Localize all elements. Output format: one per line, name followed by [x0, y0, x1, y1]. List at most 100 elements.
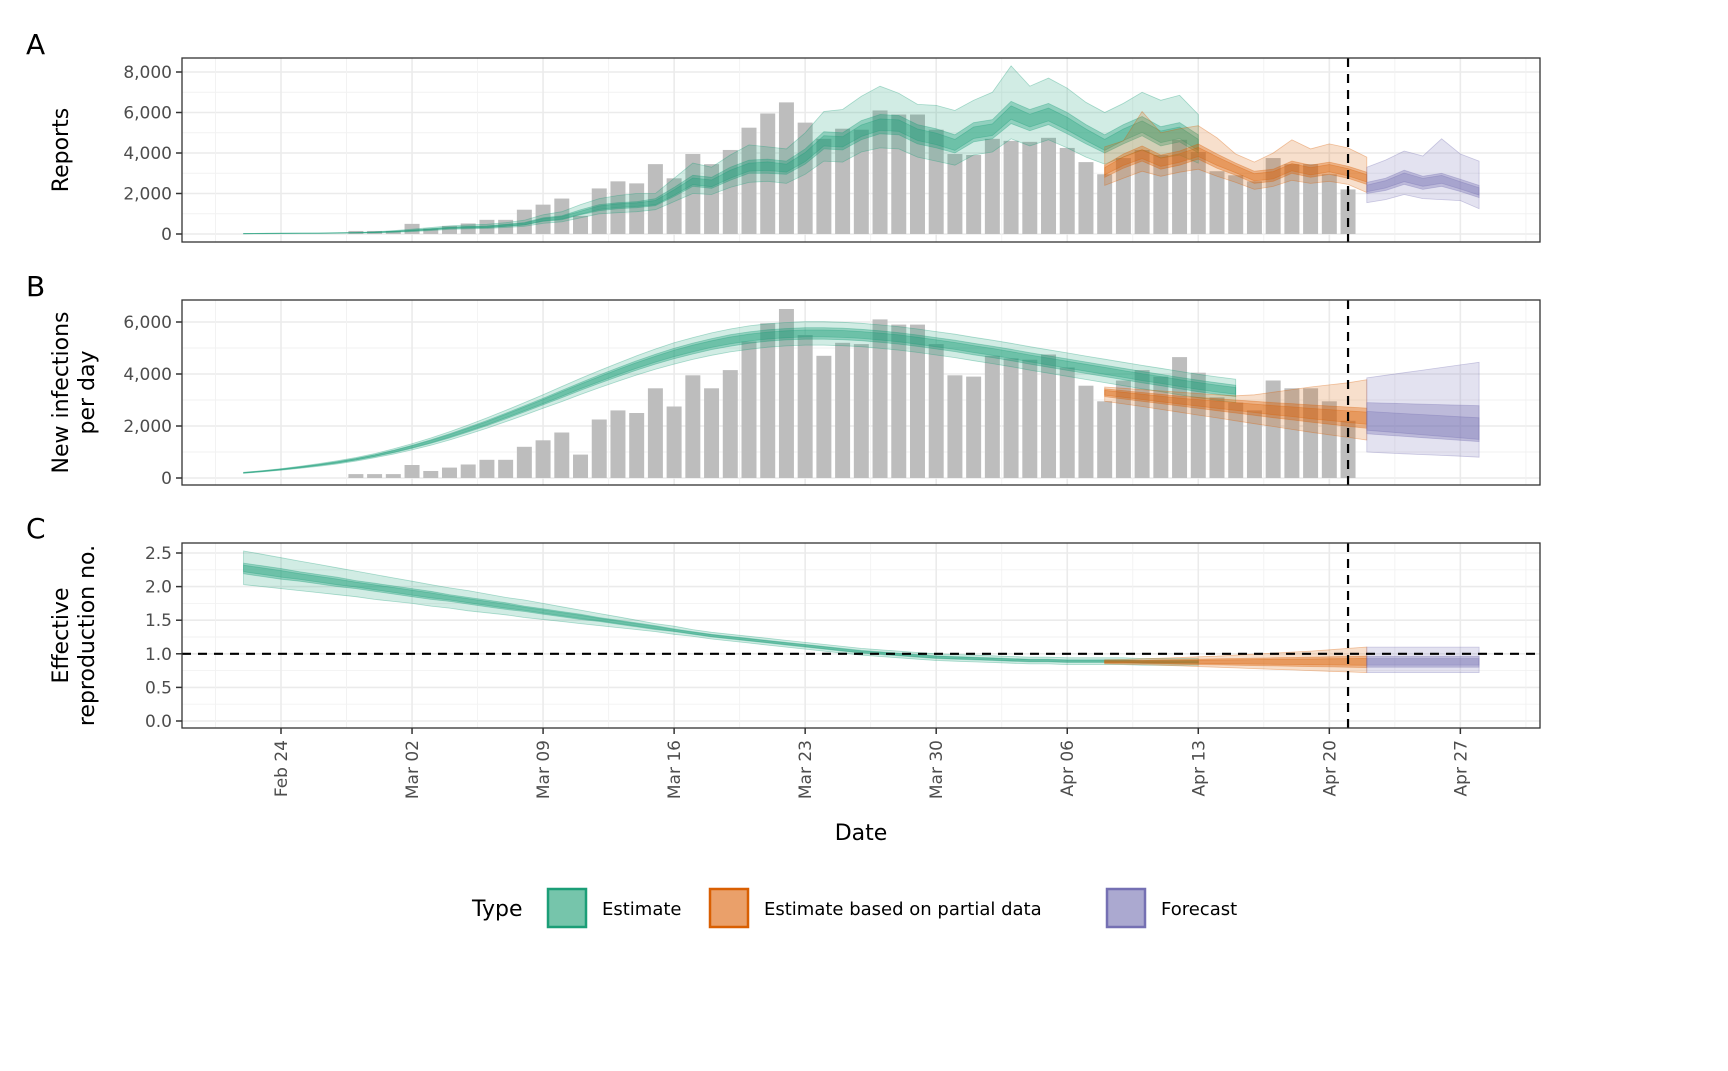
- data-bar: [1078, 385, 1094, 478]
- data-bar: [348, 474, 364, 478]
- data-bar: [1246, 410, 1262, 478]
- median-band: [1104, 146, 1368, 183]
- data-bar: [610, 410, 626, 478]
- legend-swatch: [1105, 887, 1147, 929]
- data-bar: [629, 413, 645, 478]
- data-bar: [984, 355, 1000, 478]
- ci90-band: [1104, 646, 1368, 674]
- data-bar: [1153, 155, 1169, 234]
- data-bar: [1041, 354, 1057, 478]
- series-forecast: [1366, 361, 1480, 458]
- panel-a: 0 2,000 4,000 6,000 8,000 A Reports: [26, 28, 1541, 245]
- data-bar: [441, 467, 457, 478]
- legend-title: Type: [471, 897, 523, 922]
- data-bar: [479, 219, 495, 234]
- ci90-band: [1366, 361, 1480, 458]
- data-bar: [1284, 164, 1300, 234]
- data-bar: [516, 209, 532, 234]
- report-bars: [348, 309, 1356, 478]
- median-band: [1366, 658, 1480, 666]
- data-bar: [460, 223, 476, 234]
- data-bar: [1172, 139, 1188, 234]
- data-bar: [647, 388, 663, 478]
- data-bar: [554, 198, 570, 234]
- data-bar: [1284, 388, 1300, 478]
- data-bar: [835, 342, 851, 478]
- ci90-band: [243, 65, 1199, 235]
- data-bar: [1265, 158, 1281, 234]
- data-bar: [1134, 370, 1150, 478]
- data-bar: [685, 154, 701, 234]
- data-bar: [498, 219, 514, 234]
- x-tick-label: Mar 09: [534, 740, 554, 799]
- y-tick-label: 4,000: [123, 144, 172, 164]
- data-bar: [966, 376, 982, 478]
- data-bar: [423, 470, 439, 478]
- data-bar: [404, 223, 420, 234]
- x-tick-label: Apr 06: [1058, 740, 1078, 796]
- data-bar: [629, 183, 645, 234]
- median-band: [243, 105, 1199, 235]
- x-tick-label: Mar 30: [927, 740, 947, 799]
- y-axis-title: Effective: [49, 588, 74, 684]
- panel-border: [181, 299, 1541, 486]
- data-bar: [704, 164, 720, 234]
- y-tick-label: 2.0: [145, 578, 172, 598]
- median-band: [1366, 172, 1480, 196]
- data-bar: [872, 319, 888, 478]
- series-estimate-based-on-partial-data: [1104, 110, 1368, 194]
- data-bar: [853, 344, 869, 478]
- series-estimate: [243, 321, 1237, 474]
- y-axis-title: per day: [75, 350, 100, 434]
- data-bar: [666, 178, 682, 234]
- legend-item: Estimate: [546, 887, 682, 929]
- data-bar: [853, 129, 869, 234]
- data-bar: [947, 154, 963, 234]
- ci90-band: [1104, 379, 1368, 441]
- y-tick-label: 4,000: [123, 365, 172, 385]
- y-tick-label: 0.0: [145, 712, 172, 732]
- data-bar: [647, 164, 663, 234]
- data-bar: [666, 406, 682, 478]
- data-bar: [685, 375, 701, 478]
- data-bar: [928, 344, 944, 478]
- data-bar: [966, 155, 982, 234]
- y-tick-label: 2,000: [123, 417, 172, 437]
- plot-background: [182, 543, 1540, 728]
- data-bar: [909, 324, 925, 478]
- data-bar: [573, 454, 589, 478]
- legend-swatch: [546, 887, 588, 929]
- x-tick-label: Apr 20: [1320, 740, 1340, 796]
- data-bar: [1321, 401, 1337, 478]
- data-bar: [984, 138, 1000, 234]
- series-estimate-based-on-partial-data: [1104, 646, 1368, 674]
- data-bar: [797, 335, 813, 478]
- data-bar: [1209, 171, 1225, 234]
- data-bar: [610, 181, 626, 234]
- report-bars: [348, 102, 1356, 234]
- y-tick-label: 8,000: [123, 63, 172, 83]
- data-bar: [573, 215, 589, 234]
- data-bar: [835, 128, 851, 234]
- x-tick-label: Apr 13: [1189, 740, 1209, 796]
- legend-label: Estimate based on partial data: [764, 899, 1042, 920]
- data-bar: [516, 446, 532, 478]
- data-bar: [1059, 367, 1075, 478]
- ci90-band: [243, 321, 1237, 474]
- data-bar: [741, 341, 757, 478]
- data-bar: [1041, 137, 1057, 234]
- ci50-band: [1104, 388, 1368, 429]
- data-bar: [1209, 397, 1225, 478]
- data-bar: [423, 228, 439, 234]
- ci90-band: [243, 550, 1199, 666]
- ci50-band: [1366, 656, 1480, 668]
- data-bar: [591, 188, 607, 234]
- data-bar: [704, 388, 720, 478]
- data-bar: [1003, 140, 1019, 234]
- data-bar: [1228, 402, 1244, 478]
- data-bar: [1303, 388, 1319, 478]
- ci90-band: [1104, 110, 1368, 194]
- y-tick-label: 1.0: [145, 645, 172, 665]
- data-bar: [498, 459, 514, 478]
